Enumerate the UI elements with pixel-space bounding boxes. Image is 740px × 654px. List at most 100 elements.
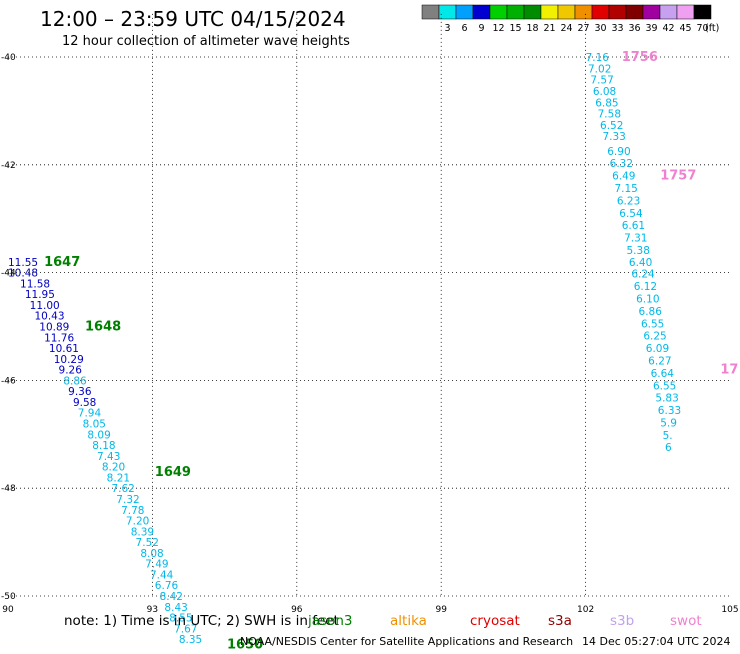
- wave-height-value: 7.44: [150, 569, 174, 581]
- wave-height-value: 6.12: [634, 281, 657, 293]
- y-tick-label: -44: [1, 269, 16, 279]
- legend-label: 33: [611, 23, 623, 34]
- legend-unit: (ft): [705, 23, 719, 34]
- wave-height-value: 6.55: [641, 318, 664, 330]
- wave-height-value: 7.15: [614, 183, 637, 195]
- time-label: 1648: [85, 320, 121, 335]
- wave-height-value: 7.31: [624, 233, 647, 245]
- mission-label: cryosat: [470, 613, 520, 629]
- legend-swatch: [693, 4, 712, 20]
- legend-label: 9: [478, 23, 484, 34]
- legend-label: 3: [444, 23, 450, 34]
- time-label: 1650: [227, 638, 263, 650]
- y-tick-label: -40: [1, 53, 16, 63]
- legend-label: 12: [492, 23, 504, 34]
- wave-height-value: 5.: [663, 430, 673, 442]
- wave-height-value: 7.78: [121, 505, 144, 517]
- wave-height-value: 6.40: [629, 257, 652, 269]
- wave-height-value: 6.76: [155, 580, 179, 592]
- wave-height-value: 6.25: [643, 331, 666, 343]
- legend-swatch: [625, 4, 644, 20]
- legend-label: 24: [560, 23, 572, 34]
- x-tick-label: 96: [291, 605, 303, 615]
- plot-area: 7.167.027.576.086.857.586.527.33 6.906.32…: [8, 50, 738, 653]
- wave-height-value: 6.90: [607, 146, 630, 158]
- time-label: 1756: [622, 50, 658, 65]
- wave-height-value: 6.64: [651, 368, 675, 380]
- wave-height-value: 8.35: [179, 634, 202, 646]
- y-tick-label: -42: [1, 161, 16, 171]
- legend-swatch: [642, 4, 661, 20]
- mission-label: altika: [390, 613, 427, 629]
- legend-swatch: [523, 4, 542, 20]
- wave-height-value: 7.49: [145, 559, 168, 571]
- wave-height-value: 6.32: [610, 158, 633, 170]
- legend-swatch: [540, 4, 559, 20]
- wave-height-value: 8.21: [107, 472, 130, 484]
- mission-legend: jason3 altika cryosat s3a s3b swot: [307, 613, 702, 629]
- color-legend: 3 6 9 12 15 18 21 24 27 30 33 36 39 42 45 70(ft): [421, 4, 719, 34]
- wave-height-value: 6.49: [612, 171, 635, 183]
- legend-label: 70: [696, 23, 708, 34]
- legend-swatch: [557, 4, 576, 20]
- wave-height-value: 6.61: [622, 220, 645, 232]
- legend-label: 18: [526, 23, 538, 34]
- x-tick-label: 93: [147, 605, 158, 615]
- wave-height-value: 7.20: [126, 516, 149, 528]
- wave-height-value: 7.67: [174, 623, 197, 635]
- time-label: 1649: [155, 465, 191, 480]
- wave-height-value: 10.43: [34, 311, 64, 323]
- wave-height-value: 6.54: [619, 208, 643, 220]
- legend-swatch: [455, 4, 474, 20]
- wave-height-value: 6: [665, 442, 672, 454]
- legend-swatch: [421, 4, 440, 20]
- wave-height-value: 8.08: [140, 548, 163, 560]
- legend-swatch: [438, 4, 457, 20]
- wave-height-value: 6.86: [639, 306, 663, 318]
- wave-height-value: 10.29: [54, 354, 84, 366]
- y-tick-label: -46: [1, 376, 16, 386]
- y-tick-label: -50: [1, 592, 16, 602]
- wave-height-value: 10.61: [49, 343, 79, 355]
- legend-swatch: [608, 4, 627, 20]
- time-label: 1647: [44, 255, 80, 270]
- wave-height-value: 6.23: [617, 195, 640, 207]
- wave-height-value: 7.16: [586, 52, 610, 64]
- wave-height-value: 8.42: [160, 591, 183, 603]
- mission-label: s3a: [548, 613, 572, 629]
- legend-label: 42: [662, 23, 674, 34]
- wave-height-value: 6.09: [646, 343, 669, 355]
- x-tick-label: 90: [2, 605, 14, 615]
- x-tick-label: 102: [577, 605, 594, 615]
- wave-height-value: 10.89: [39, 322, 69, 334]
- wave-height-value: 5.38: [627, 245, 650, 257]
- wave-height-value: 6.52: [600, 120, 623, 132]
- chart-title: 12:00 – 23:59 UTC 04/15/2024: [40, 7, 346, 31]
- time-label: 1757: [660, 169, 696, 184]
- wave-height-value: 6.24: [631, 269, 655, 281]
- wave-height-value: 11.00: [30, 300, 60, 312]
- wave-height-value: 9.36: [68, 386, 92, 398]
- wave-height-value: 5.9: [660, 417, 677, 429]
- wave-height-value: 8.39: [131, 526, 154, 538]
- wave-height-value: 6.55: [653, 380, 676, 392]
- legend-label: 21: [543, 23, 555, 34]
- wave-height-value: 6.10: [636, 293, 659, 305]
- wave-height-value: 7.32: [116, 494, 139, 506]
- legend-swatch: [676, 4, 695, 20]
- grid-lines: [8, 13, 730, 597]
- x-tick-label: 99: [435, 605, 447, 615]
- wave-height-value: 7.58: [598, 109, 621, 121]
- wave-height-value: 8.86: [63, 375, 87, 387]
- legend-swatch: [574, 4, 593, 20]
- legend-label: 39: [645, 23, 657, 34]
- legend-label: 45: [679, 23, 691, 34]
- legend-swatch: [472, 4, 491, 20]
- wave-height-value: 8.55: [169, 613, 192, 625]
- wave-height-value: 11.55: [8, 257, 38, 269]
- wave-height-value: 6.08: [593, 86, 616, 98]
- chart-subtitle: 12 hour collection of altimeter wave hei…: [62, 34, 350, 49]
- legend-label: 30: [594, 23, 606, 34]
- wave-height-value: 11.95: [25, 289, 55, 301]
